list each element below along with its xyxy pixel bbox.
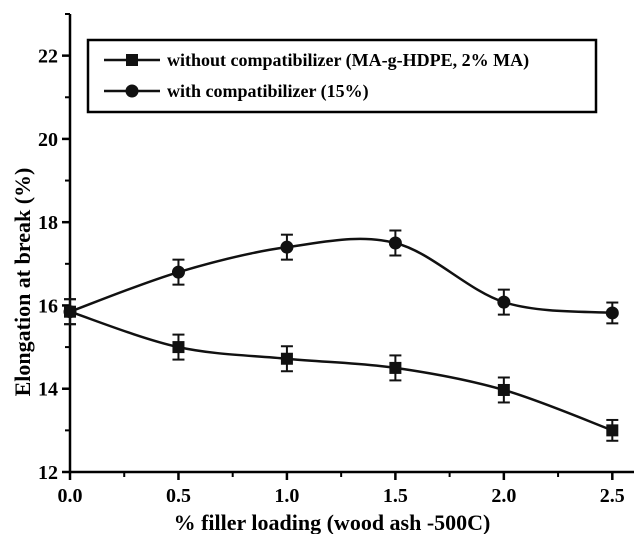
series-layer xyxy=(63,229,619,442)
data-point-square xyxy=(606,424,619,437)
x-tick-label: 1.5 xyxy=(383,485,408,507)
y-tick-label: 14 xyxy=(38,379,58,401)
y-tick-label: 22 xyxy=(38,46,58,68)
data-point-circle xyxy=(388,236,402,250)
data-point-circle xyxy=(497,295,511,309)
data-point-square xyxy=(497,383,510,396)
series-with-compatibilizer xyxy=(63,229,619,326)
x-tick-label: 2.0 xyxy=(491,485,516,507)
legend-box xyxy=(86,38,598,114)
legend-label: without compatibilizer (MA-g-HDPE, 2% MA… xyxy=(167,50,529,71)
data-point-square xyxy=(389,361,402,374)
legend: without compatibilizer (MA-g-HDPE, 2% MA… xyxy=(86,38,598,114)
y-axis-label: Elongation at break (%) xyxy=(10,168,35,397)
series-line xyxy=(69,237,613,315)
y-tick-label: 18 xyxy=(38,212,58,234)
data-point-circle xyxy=(605,306,619,320)
legend-marker-circle xyxy=(125,84,139,98)
x-axis-label: % filler loading (wood ash -500C) xyxy=(174,510,491,534)
data-point-circle xyxy=(171,265,185,279)
data-point-square xyxy=(280,352,293,365)
x-tick-label: 2.5 xyxy=(600,485,625,507)
legend-label: with compatibilizer (15%) xyxy=(167,81,369,102)
y-tick-label: 20 xyxy=(38,129,58,151)
x-tick-label: 0.5 xyxy=(166,485,191,507)
series-line xyxy=(69,310,613,432)
legend-marker-square xyxy=(126,54,138,66)
data-point-circle xyxy=(280,240,294,254)
y-tick-label: 12 xyxy=(38,462,58,484)
x-tick-label: 1.0 xyxy=(274,485,299,507)
y-tick-label: 16 xyxy=(38,295,58,317)
plot-axes xyxy=(68,14,634,474)
x-tick-label: 0.0 xyxy=(58,485,83,507)
data-point-square xyxy=(172,341,185,354)
series-without-compatibilizer xyxy=(64,298,619,442)
y-axis-ticks: 12 14 16 18 20 22 xyxy=(38,13,70,484)
data-point-circle xyxy=(63,305,77,319)
x-axis-ticks: 0.0 0.5 1.0 1.5 2.0 2.5 xyxy=(58,472,625,507)
